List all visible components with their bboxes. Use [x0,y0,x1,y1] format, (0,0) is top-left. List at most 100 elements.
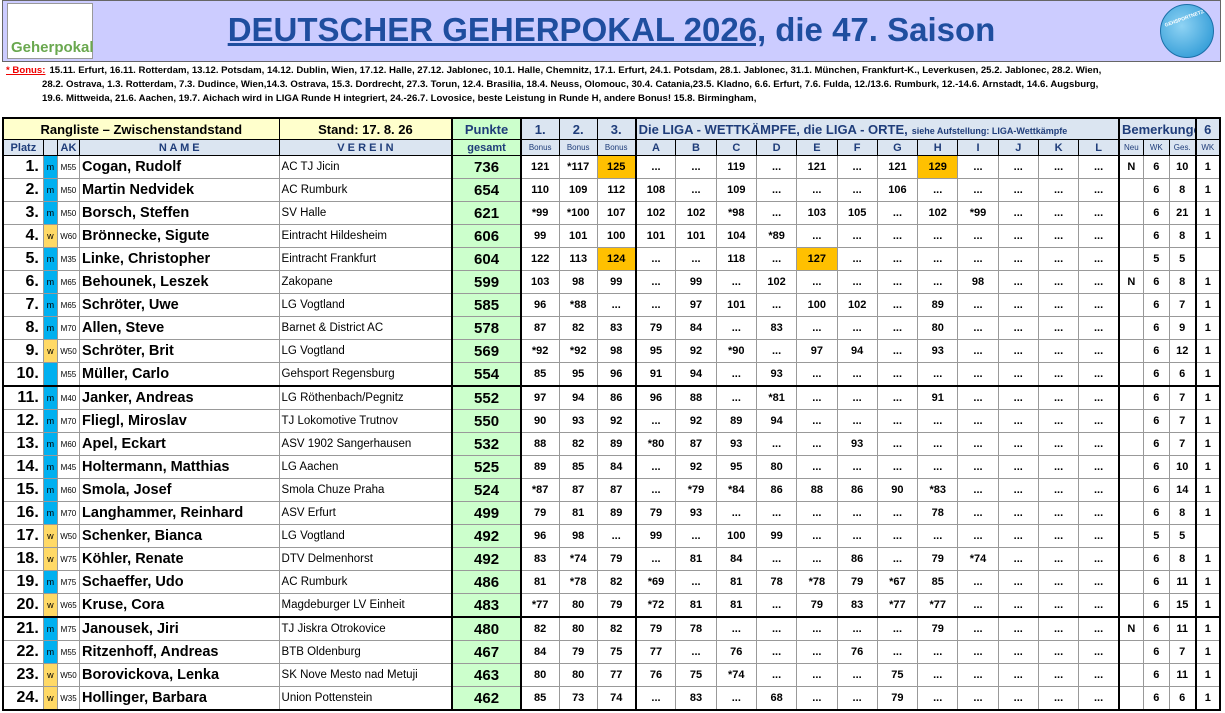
club: Union Pottenstein [278,686,453,711]
liga-score: 91 [917,385,959,410]
liga-score: ... [836,455,878,479]
liga-score: 79 [876,686,919,711]
liga-score: ... [836,663,878,687]
remark [1117,247,1144,271]
gender: w [42,593,58,618]
bonus-score: 96 [596,362,637,387]
total-points: 550 [451,409,522,433]
total-points: 569 [451,339,522,363]
liga-score: ... [796,316,838,340]
liga-score: ... [796,455,838,479]
liga-score: ... [836,316,878,340]
remark: 1 [1194,640,1221,664]
liga-score: ... [876,455,919,479]
club: LG Vogtland [278,339,453,363]
bonus-score: 80 [558,663,598,687]
liga-score: ... [957,663,999,687]
liga-score: ... [997,293,1039,317]
liga-score: ... [876,385,919,410]
ranking-row: 17. w W50 Schenker, Bianca LG Vogtland 492 96 9… [2,524,1221,548]
remark: N [1117,616,1144,641]
header-cell: B [675,139,717,156]
club: AC Rumburk [278,178,453,202]
remark: 5 [1142,247,1170,271]
club: LG Vogtland [278,524,453,548]
rank: 14. [2,455,44,479]
liga-score: ... [997,547,1039,571]
bonus-score: 86 [596,385,637,410]
ranking-row: 8. m M70 Allen, Steve Barnet & District AC 57… [2,316,1221,340]
remark: 6 [1142,293,1170,317]
liga-score: ... [876,293,919,317]
liga-score: ... [957,478,999,502]
total-points: 525 [451,455,522,479]
bonus-score: 110 [519,178,560,202]
liga-score: 102 [836,293,878,317]
athlete-name: Janousek, Jiri [79,616,280,641]
gender: m [42,247,58,271]
rank: 24. [2,686,44,711]
gender: w [42,686,58,711]
liga-score: ... [1078,478,1120,502]
gender: w [42,224,58,248]
ranking-table: Rangliste – Zwischenstandstand Stand: 17.… [2,117,1221,711]
athlete-name: Borsch, Steffen [79,201,280,225]
ranking-row: 23. w W50 Borovickova, Lenka SK Nove Mesto n… [2,663,1221,687]
total-points: 604 [451,247,522,271]
remark [1117,686,1144,711]
total-points: 599 [451,270,522,294]
remark: 1 [1194,270,1221,294]
liga-score: *72 [634,593,677,618]
header-spacer [42,139,58,156]
gender: m [42,385,58,410]
liga-score: ... [634,478,677,502]
liga-score: ... [836,362,878,387]
header-cell: Die LIGA - WETTKÄMPFE, die LIGA - ORTE, s… [634,117,1120,140]
club: Eintracht Hildesheim [278,224,453,248]
age-class: W60 [56,224,81,248]
club: ASV Erfurt [278,501,453,525]
age-class: W35 [56,686,81,711]
liga-score: 119 [715,155,757,179]
liga-score: ... [876,616,919,641]
age-class: M70 [56,316,81,340]
liga-score: ... [876,409,919,433]
bonus-score: 85 [519,686,560,711]
liga-score: ... [836,524,878,548]
header-cell: L [1078,139,1120,156]
liga-score: ... [755,247,798,271]
liga-score: ... [876,362,919,387]
liga-score: ... [715,362,757,387]
header-cell: Rangliste – Zwischenstandstand [2,117,280,140]
remark: 12 [1168,339,1197,363]
liga-score: ... [997,155,1039,179]
liga-score: ... [1037,640,1080,664]
remark: 6 [1142,339,1170,363]
remark [1117,501,1144,525]
liga-score: ... [997,478,1039,502]
liga-score: 83 [836,593,878,618]
liga-score: ... [755,593,798,618]
bonus-score: 82 [519,616,560,641]
liga-score: ... [755,663,798,687]
gender: w [42,339,58,363]
liga-score: ... [634,247,677,271]
club: DTV Delmenhorst [278,547,453,571]
liga-score: 79 [917,547,959,571]
remark: 6 [1142,409,1170,433]
liga-score: 93 [836,432,878,456]
liga-score: ... [957,385,999,410]
liga-score: ... [1078,686,1120,711]
liga-score: 102 [675,201,717,225]
liga-score: ... [715,616,757,641]
bonus-score: 95 [558,362,598,387]
header-cell: F [836,139,878,156]
liga-score: ... [755,201,798,225]
liga-score: ... [1078,178,1120,202]
liga-score: 105 [836,201,878,225]
club: Barnet & District AC [278,316,453,340]
liga-score: ... [876,201,919,225]
header-cell: A [634,139,677,156]
liga-score: ... [957,293,999,317]
ranking-row: 10. M55 Müller, Carlo Gehsport Regensburg 55… [2,362,1221,387]
